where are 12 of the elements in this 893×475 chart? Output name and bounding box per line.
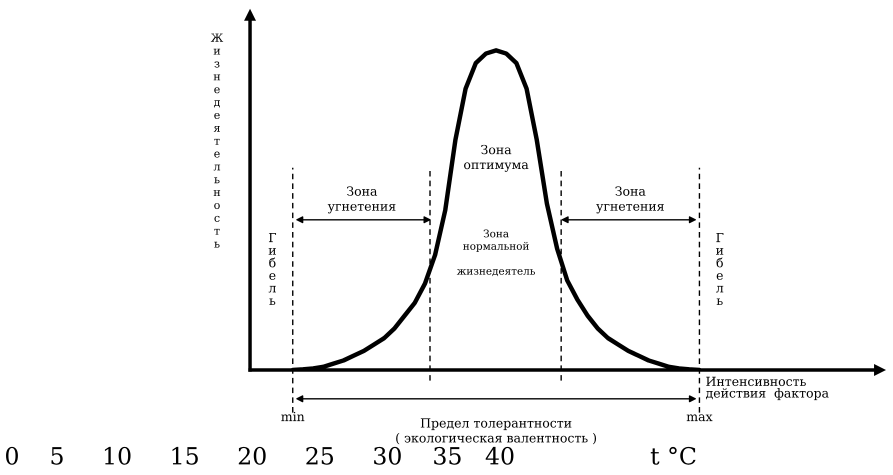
x-axis-title: Интенсивность действия фактора (706, 376, 829, 400)
text: max (686, 414, 712, 422)
annotation: Зона угнетения (328, 186, 396, 214)
text: min (281, 412, 304, 422)
text: 0 5 10 15 20 25 30 35 40 t °C (6, 446, 696, 465)
text: Гибель (716, 232, 724, 305)
text: Гибель (268, 232, 276, 305)
text: Жизнедеятельность (210, 34, 224, 248)
annotation: Зона угнетения (596, 186, 664, 214)
annotation: Зона оптимума (464, 144, 528, 172)
text: Зона нормальной жизнедеятель (456, 230, 535, 276)
text: Предел толерантности ( экологическая валентность ) (396, 418, 596, 444)
